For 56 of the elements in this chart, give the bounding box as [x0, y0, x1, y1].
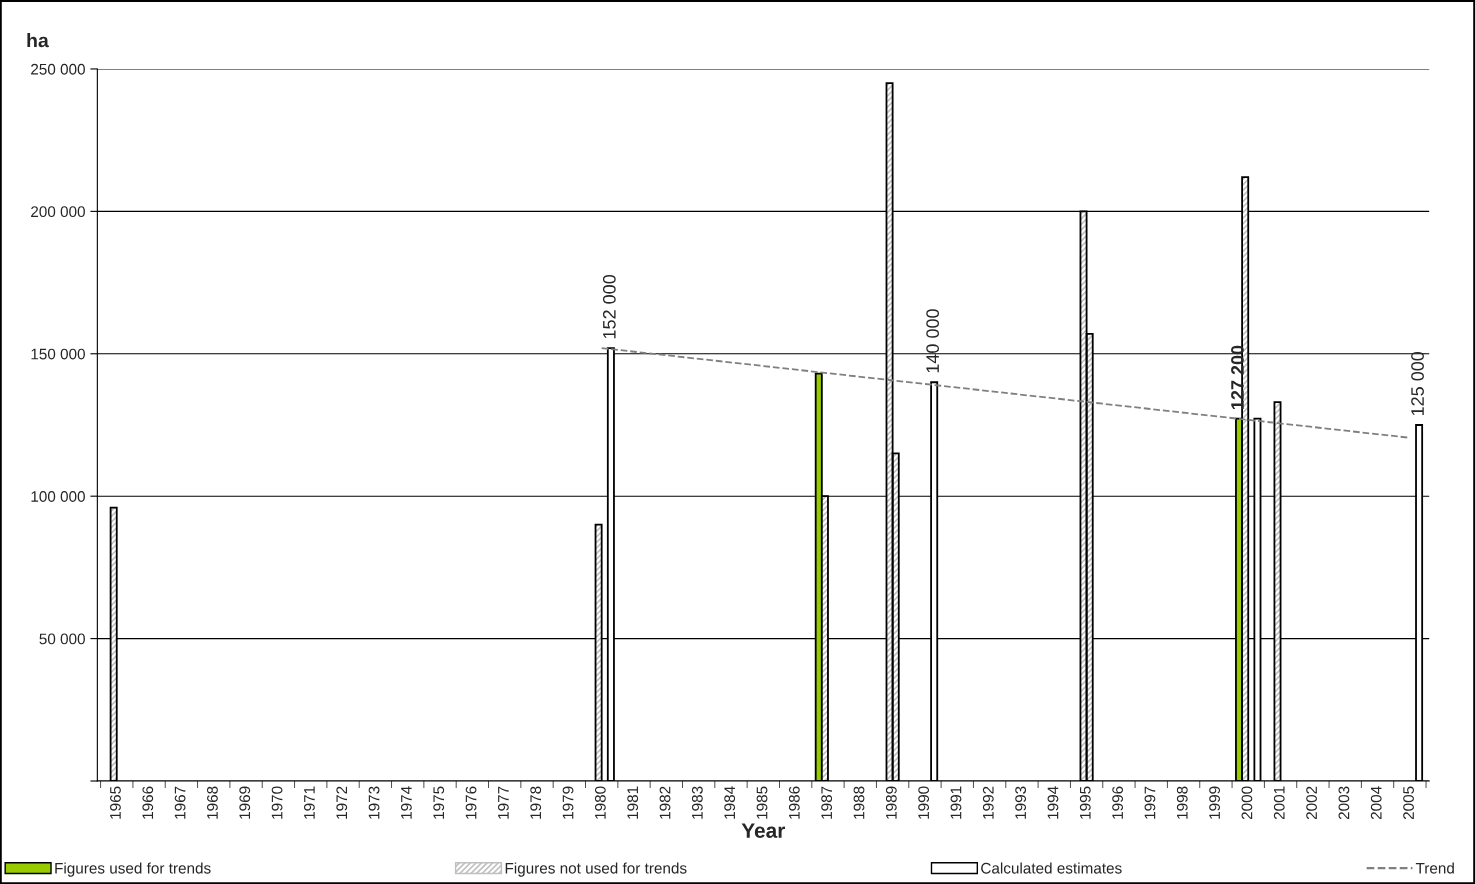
x-tick-label: 1972 [336, 786, 348, 819]
x-tick-label: 1993 [1015, 786, 1027, 819]
legend-label: Figures used for trends [55, 862, 211, 877]
x-tick-label: 1992 [982, 786, 994, 819]
x-tick-label: 1990 [918, 786, 930, 819]
x-tick-label: 1986 [788, 786, 800, 819]
x-tick-label: 1965 [110, 786, 121, 819]
x-tick-label: 1987 [821, 786, 833, 819]
x-tick-label: 1981 [627, 786, 639, 819]
y-tick-label: 200 000 [31, 206, 85, 218]
legend-label: Trend [1415, 862, 1454, 874]
x-tick-label: 1977 [497, 786, 509, 819]
x-tick-label: 1997 [1144, 786, 1156, 819]
x-tick-label: 2001 [1273, 786, 1285, 820]
x-tick-label: 1979 [562, 786, 574, 819]
x-tick-label: 1967 [174, 786, 186, 819]
x-tick-label: 1991 [950, 786, 962, 819]
legend-label: Calculated estimates [981, 862, 1122, 874]
data-label: 140 000 [926, 309, 940, 373]
x-tick-label: 1998 [1176, 786, 1188, 819]
x-tick-label: 1976 [465, 786, 477, 819]
x-tick-label: 1974 [400, 786, 412, 819]
y-tick-label: 150 000 [31, 348, 85, 360]
x-tick-label: 1982 [659, 786, 671, 819]
data-label: 125 000 [1411, 351, 1424, 416]
x-tick-label: 2002 [1306, 786, 1317, 820]
x-tick-label: 1988 [853, 786, 865, 819]
x-tick-label: 1968 [207, 786, 218, 819]
x-tick-label: 1978 [530, 786, 542, 819]
y-tick-label: 250 000 [31, 63, 85, 75]
legend-label: Figures not used for trends [505, 862, 687, 877]
x-tick-label: 1966 [142, 786, 154, 819]
x-tick-label: 1984 [724, 786, 736, 819]
y-axis-title: ha [27, 33, 49, 48]
data-label: 127 200 [1231, 345, 1244, 410]
x-tick-label: 1970 [271, 786, 283, 819]
x-tick-label: 1973 [368, 786, 380, 819]
y-tick-label: 50 000 [39, 633, 85, 645]
x-tick-label: 1983 [691, 786, 703, 819]
x-tick-label: 2003 [1338, 786, 1350, 820]
x-tick-label: 1999 [1209, 786, 1221, 819]
x-tick-label: 1971 [304, 786, 315, 819]
x-axis-title: Year [741, 823, 786, 838]
x-tick-label: 1985 [756, 786, 768, 819]
x-tick-label: 2004 [1370, 786, 1382, 820]
x-tick-label: 1996 [1112, 786, 1124, 819]
y-tick-label: 100 000 [31, 491, 85, 502]
data-label: 152 000 [602, 274, 616, 339]
x-tick-label: 2000 [1241, 786, 1253, 820]
x-tick-label: 1995 [1079, 786, 1091, 819]
x-tick-label: 1969 [239, 786, 251, 819]
x-tick-label: 1980 [594, 786, 606, 819]
x-tick-label: 1989 [885, 786, 897, 819]
x-tick-label: 1994 [1047, 786, 1059, 819]
x-tick-label: 1975 [433, 786, 445, 819]
x-tick-label: 2005 [1403, 786, 1414, 820]
